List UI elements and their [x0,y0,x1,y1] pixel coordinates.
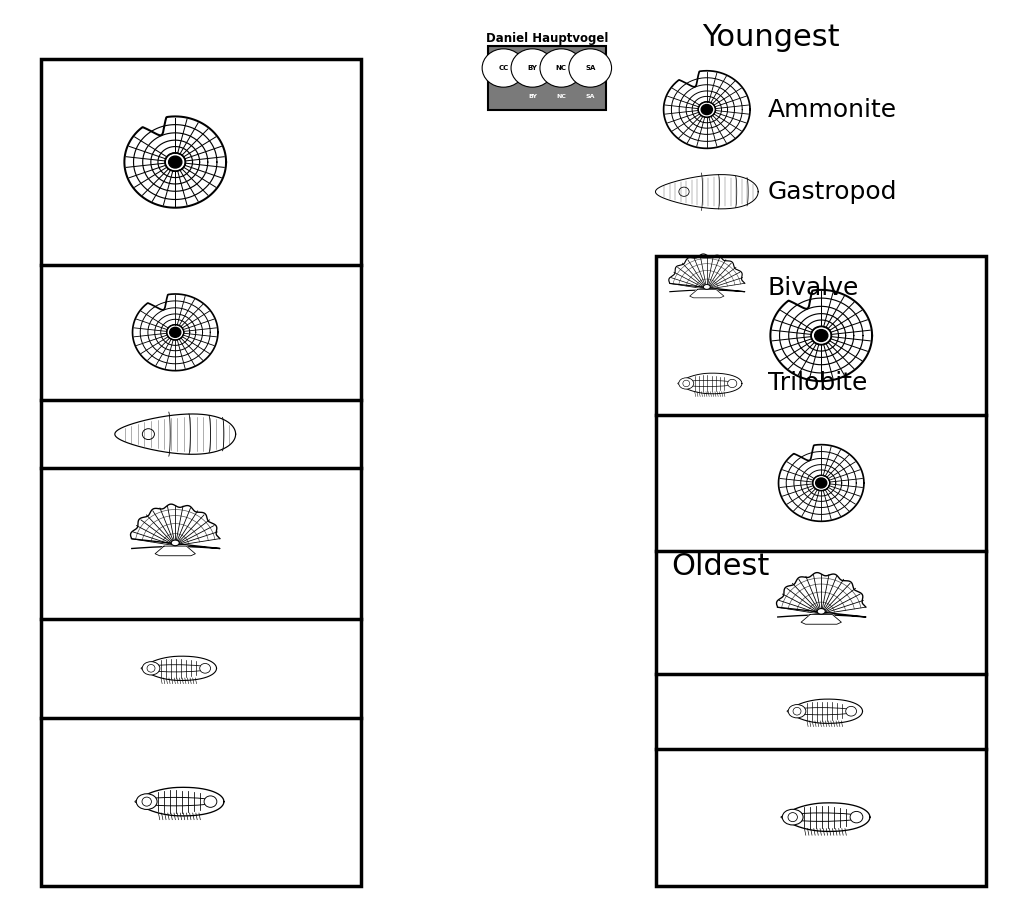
Polygon shape [132,294,218,371]
Ellipse shape [682,380,690,387]
Bar [41,59,361,886]
Polygon shape [656,174,758,209]
Polygon shape [130,504,220,549]
Polygon shape [124,117,226,207]
Polygon shape [779,445,863,521]
Text: Ammonite: Ammonite [768,98,897,121]
Ellipse shape [850,812,862,823]
Text: NC: NC [556,94,566,100]
Ellipse shape [171,540,179,546]
Text: BY: BY [528,65,537,71]
Polygon shape [145,656,217,680]
Ellipse shape [818,609,825,614]
Polygon shape [801,614,841,624]
Text: Trilobite: Trilobite [768,372,868,395]
Polygon shape [681,373,742,394]
Bar [488,46,606,110]
Ellipse shape [204,796,217,807]
Polygon shape [669,254,744,291]
Text: Youngest: Youngest [702,23,839,52]
Text: NC: NC [556,65,566,71]
Ellipse shape [781,813,861,822]
Polygon shape [155,546,195,556]
Circle shape [815,330,828,341]
Polygon shape [115,414,236,455]
Ellipse shape [135,797,216,806]
Polygon shape [777,572,865,617]
Ellipse shape [704,285,710,289]
Text: SA: SA [586,94,595,100]
Text: Gastropod: Gastropod [768,180,897,204]
Circle shape [170,328,181,337]
Bar [656,256,986,886]
Circle shape [569,49,611,88]
Circle shape [482,49,525,88]
Circle shape [540,49,583,88]
Polygon shape [786,803,870,832]
Polygon shape [664,71,750,148]
Ellipse shape [678,378,694,389]
Ellipse shape [787,708,855,715]
Ellipse shape [142,662,160,675]
Text: Bivalve: Bivalve [768,276,859,299]
Text: BY: BY [528,94,537,100]
Polygon shape [771,290,873,381]
Polygon shape [140,787,224,816]
Circle shape [512,49,553,88]
Circle shape [169,156,182,168]
Ellipse shape [136,793,157,810]
Text: CC: CC [498,65,508,71]
Ellipse shape [677,381,736,386]
Ellipse shape [782,809,803,825]
Ellipse shape [142,797,152,806]
Ellipse shape [793,708,801,715]
Ellipse shape [846,707,856,716]
Circle shape [701,104,713,115]
Ellipse shape [788,705,805,718]
Ellipse shape [727,379,737,388]
Ellipse shape [141,665,210,672]
Polygon shape [791,699,862,723]
Text: Daniel Hauptvogel: Daniel Hauptvogel [486,32,608,45]
Text: Oldest: Oldest [671,552,770,582]
Circle shape [816,478,827,488]
Ellipse shape [199,664,211,673]
Ellipse shape [147,665,155,672]
Polygon shape [690,289,724,298]
Text: SA: SA [585,65,595,71]
Ellipse shape [788,813,797,822]
